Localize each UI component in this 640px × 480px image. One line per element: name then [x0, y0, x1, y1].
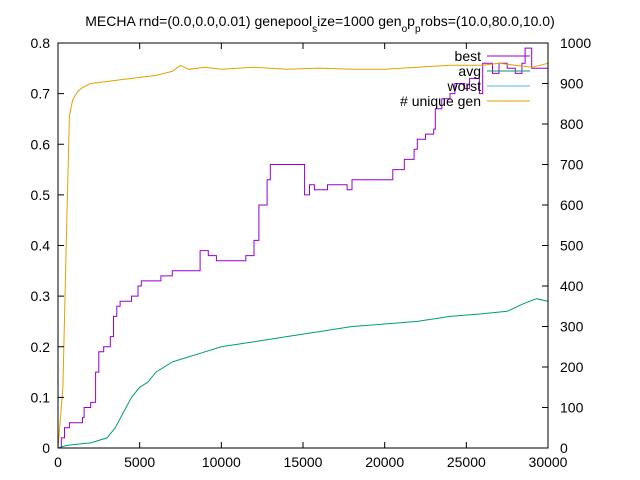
- title-part-a-sub: s: [312, 24, 317, 35]
- axis-layer: 0 5000 10000 15000 20000 25000 3000000.10.20.3…: [31, 35, 592, 470]
- y-right-tick-label: 1000: [560, 35, 591, 51]
- chart-title: MECHA rnd=(0.0,0.0,0.01) genepoolsize=10…: [85, 13, 555, 35]
- title-part-a: MECHA rnd=(0.0,0.0,0.01) genepool: [85, 13, 312, 29]
- legend-label-unique-gen: # unique gen: [400, 93, 481, 109]
- title-part-b-sub: o: [402, 24, 408, 35]
- x-tick-label: 15000: [284, 454, 323, 470]
- y-left-tick-label: 0.2: [31, 339, 51, 355]
- x-tick-label: 10000: [202, 454, 241, 470]
- y-left-tick-label: 0.6: [31, 136, 51, 152]
- y-left-tick-label: 0.4: [31, 238, 51, 254]
- y-right-tick-label: 300: [560, 319, 584, 335]
- x-tick-label: 5000: [124, 454, 155, 470]
- y-right-tick-label: 0: [560, 440, 568, 456]
- x-tick-label: 0: [54, 454, 62, 470]
- title-part-d: robs=(10.0,80.0,10.0): [421, 13, 555, 29]
- y-right-tick-label: 400: [560, 278, 584, 294]
- title-part-b: ize=1000 gen: [317, 13, 401, 29]
- y-right-tick-label: 200: [560, 359, 584, 375]
- y-right-tick-label: 100: [560, 400, 584, 416]
- series-line-unique-gen: [57, 62, 549, 449]
- x-tick-label: 25000: [447, 454, 486, 470]
- title-part-c: p: [407, 13, 415, 29]
- legend-label-best: best: [455, 48, 482, 64]
- series-line-best: [58, 47, 548, 449]
- series-line-avg: [57, 298, 549, 449]
- x-tick-label: 20000: [365, 454, 404, 470]
- y-left-tick-label: 0.5: [31, 187, 51, 203]
- y-left-tick-label: 0.3: [31, 288, 51, 304]
- y-right-tick-label: 700: [560, 157, 584, 173]
- legend-label-avg: avg: [458, 63, 481, 79]
- y-left-tick-label: 0.1: [31, 389, 51, 405]
- y-left-tick-label: 0.8: [31, 35, 51, 51]
- y-right-tick-label: 900: [560, 76, 584, 92]
- title-part-c-sub: p: [415, 24, 421, 35]
- y-right-tick-label: 500: [560, 238, 584, 254]
- y-right-tick-label: 800: [560, 116, 584, 132]
- legend-label-worst: worst: [447, 78, 482, 94]
- y-left-tick-label: 0.7: [31, 86, 51, 102]
- y-left-tick-label: 0: [42, 440, 50, 456]
- y-right-tick-label: 600: [560, 197, 584, 213]
- x-tick-label: 30000: [529, 454, 568, 470]
